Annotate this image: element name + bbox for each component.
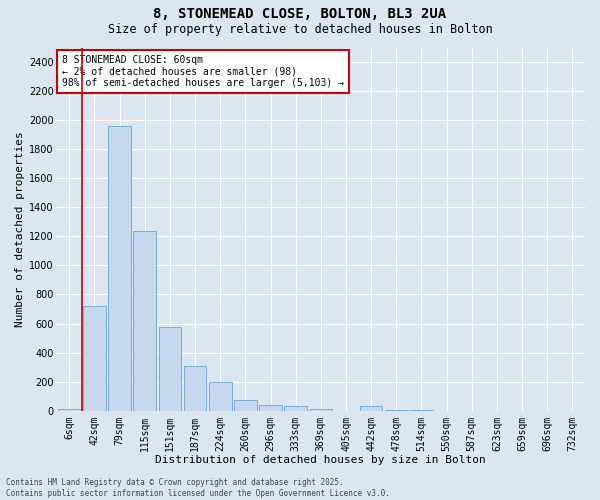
Text: Contains HM Land Registry data © Crown copyright and database right 2025.
Contai: Contains HM Land Registry data © Crown c…: [6, 478, 390, 498]
Bar: [284, 406, 307, 410]
Text: 8, STONEMEAD CLOSE, BOLTON, BL3 2UA: 8, STONEMEAD CLOSE, BOLTON, BL3 2UA: [154, 8, 446, 22]
Bar: [83, 306, 106, 410]
Y-axis label: Number of detached properties: Number of detached properties: [15, 131, 25, 327]
Bar: [209, 382, 232, 410]
Bar: [158, 327, 181, 410]
Bar: [360, 406, 382, 410]
Bar: [234, 400, 257, 410]
Text: Size of property relative to detached houses in Bolton: Size of property relative to detached ho…: [107, 22, 493, 36]
X-axis label: Distribution of detached houses by size in Bolton: Distribution of detached houses by size …: [155, 455, 486, 465]
Bar: [133, 230, 156, 410]
Bar: [184, 366, 206, 410]
Bar: [108, 126, 131, 410]
Bar: [259, 405, 282, 410]
Text: 8 STONEMEAD CLOSE: 60sqm
← 2% of detached houses are smaller (98)
98% of semi-de: 8 STONEMEAD CLOSE: 60sqm ← 2% of detache…: [62, 55, 344, 88]
